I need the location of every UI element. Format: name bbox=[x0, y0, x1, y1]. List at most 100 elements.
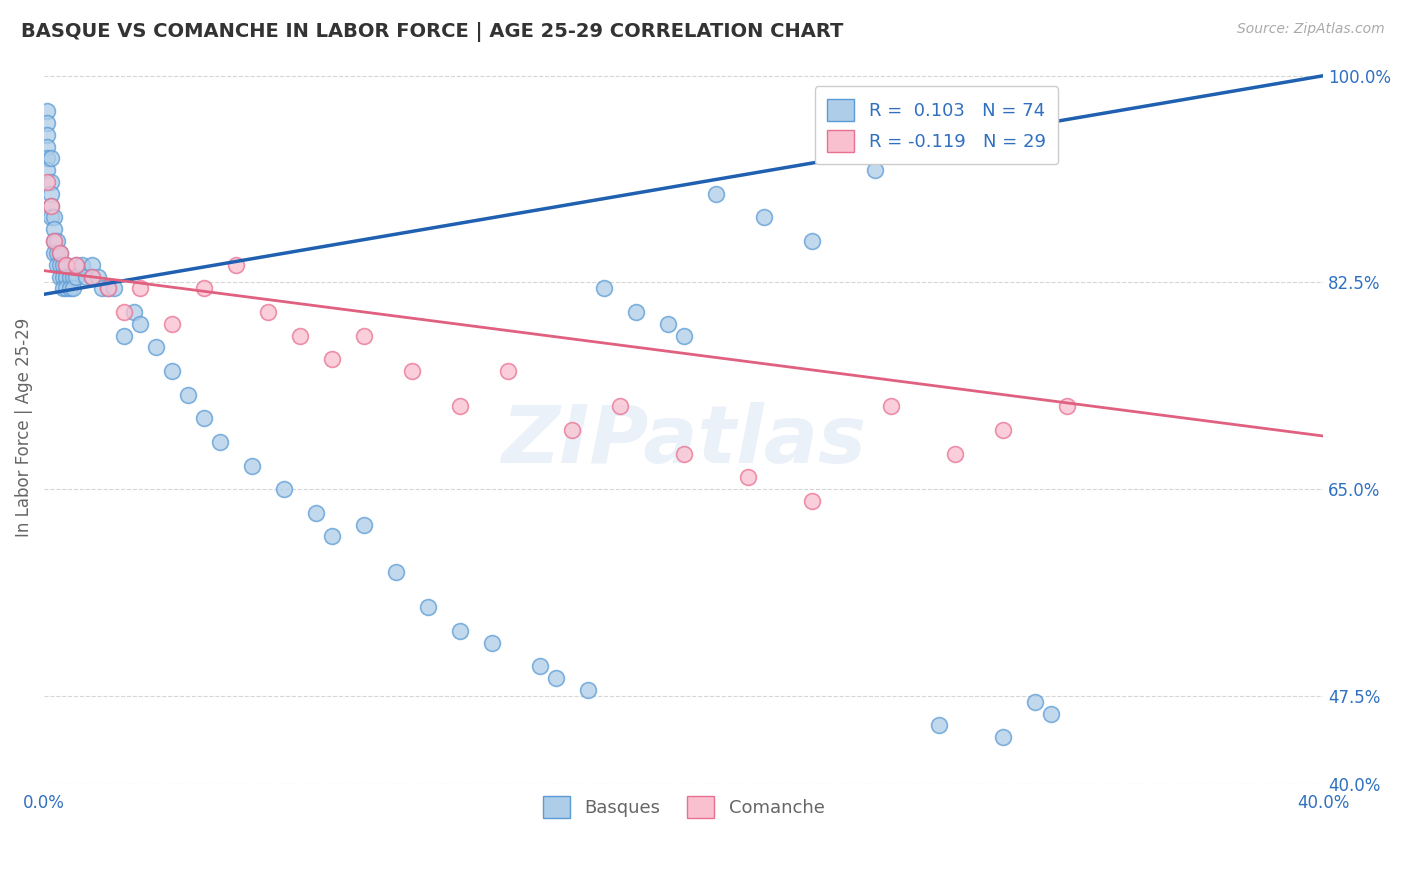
Point bbox=[39, 152, 62, 166]
Point bbox=[37, 104, 59, 119]
Point bbox=[129, 317, 152, 331]
Point bbox=[39, 199, 62, 213]
Point bbox=[72, 258, 94, 272]
Point bbox=[993, 423, 1015, 437]
Legend: Basques, Comanche: Basques, Comanche bbox=[536, 789, 832, 825]
Point bbox=[160, 317, 183, 331]
Point bbox=[90, 281, 112, 295]
Point bbox=[752, 211, 775, 225]
Point bbox=[112, 305, 135, 319]
Point bbox=[288, 328, 311, 343]
Point bbox=[49, 269, 72, 284]
Point bbox=[49, 246, 72, 260]
Point bbox=[59, 281, 82, 295]
Point bbox=[672, 447, 695, 461]
Point bbox=[42, 234, 65, 248]
Point bbox=[592, 281, 614, 295]
Point bbox=[49, 258, 72, 272]
Point bbox=[1040, 706, 1063, 721]
Point bbox=[42, 234, 65, 248]
Point bbox=[59, 269, 82, 284]
Point bbox=[62, 281, 84, 295]
Point bbox=[80, 258, 103, 272]
Point bbox=[37, 139, 59, 153]
Point bbox=[37, 116, 59, 130]
Point bbox=[624, 305, 647, 319]
Point bbox=[145, 340, 167, 354]
Point bbox=[737, 470, 759, 484]
Text: ZIPatlas: ZIPatlas bbox=[501, 402, 866, 481]
Point bbox=[112, 328, 135, 343]
Text: BASQUE VS COMANCHE IN LABOR FORCE | AGE 25-29 CORRELATION CHART: BASQUE VS COMANCHE IN LABOR FORCE | AGE … bbox=[21, 22, 844, 42]
Point bbox=[39, 199, 62, 213]
Point bbox=[39, 211, 62, 225]
Point bbox=[385, 565, 408, 579]
Point bbox=[97, 281, 120, 295]
Point bbox=[75, 269, 97, 284]
Point bbox=[321, 352, 343, 367]
Point bbox=[87, 269, 110, 284]
Point bbox=[928, 718, 950, 732]
Point bbox=[240, 458, 263, 473]
Point bbox=[993, 730, 1015, 744]
Point bbox=[55, 258, 77, 272]
Point bbox=[800, 234, 823, 248]
Point bbox=[257, 305, 280, 319]
Point bbox=[193, 281, 215, 295]
Point bbox=[321, 529, 343, 543]
Point bbox=[55, 269, 77, 284]
Point bbox=[52, 269, 75, 284]
Point bbox=[496, 364, 519, 378]
Point bbox=[529, 659, 551, 673]
Point bbox=[49, 246, 72, 260]
Point bbox=[42, 222, 65, 236]
Point bbox=[353, 517, 375, 532]
Point bbox=[1056, 400, 1078, 414]
Point bbox=[39, 186, 62, 201]
Point bbox=[401, 364, 423, 378]
Point bbox=[160, 364, 183, 378]
Point bbox=[449, 400, 471, 414]
Point bbox=[945, 447, 967, 461]
Point bbox=[416, 600, 439, 615]
Point bbox=[225, 258, 247, 272]
Point bbox=[97, 281, 120, 295]
Point bbox=[37, 128, 59, 142]
Point bbox=[42, 246, 65, 260]
Point bbox=[672, 328, 695, 343]
Point bbox=[45, 234, 67, 248]
Point bbox=[80, 269, 103, 284]
Point bbox=[273, 482, 295, 496]
Point bbox=[576, 682, 599, 697]
Point bbox=[704, 186, 727, 201]
Point bbox=[52, 258, 75, 272]
Point bbox=[37, 163, 59, 178]
Point bbox=[65, 269, 87, 284]
Point bbox=[55, 281, 77, 295]
Point bbox=[65, 258, 87, 272]
Point bbox=[62, 269, 84, 284]
Point bbox=[129, 281, 152, 295]
Point bbox=[657, 317, 679, 331]
Point bbox=[122, 305, 145, 319]
Point bbox=[865, 163, 887, 178]
Point bbox=[80, 269, 103, 284]
Point bbox=[481, 636, 503, 650]
Text: Source: ZipAtlas.com: Source: ZipAtlas.com bbox=[1237, 22, 1385, 37]
Point bbox=[1024, 695, 1046, 709]
Point bbox=[193, 411, 215, 425]
Point bbox=[800, 494, 823, 508]
Point bbox=[561, 423, 583, 437]
Point bbox=[42, 211, 65, 225]
Point bbox=[45, 258, 67, 272]
Point bbox=[55, 258, 77, 272]
Point bbox=[52, 281, 75, 295]
Point bbox=[37, 152, 59, 166]
Point bbox=[609, 400, 631, 414]
Point bbox=[208, 434, 231, 449]
Point bbox=[65, 258, 87, 272]
Point bbox=[39, 175, 62, 189]
Point bbox=[103, 281, 125, 295]
Point bbox=[45, 246, 67, 260]
Point bbox=[880, 400, 903, 414]
